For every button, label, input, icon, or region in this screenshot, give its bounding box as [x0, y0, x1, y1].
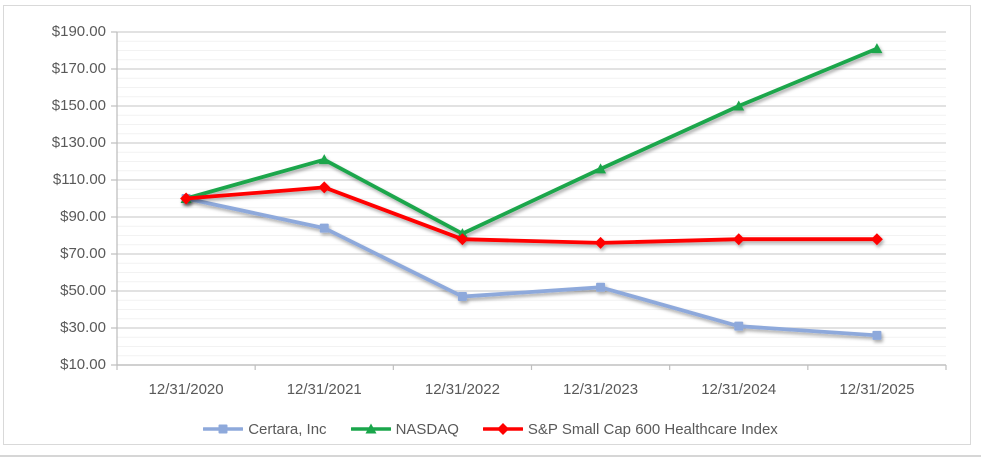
legend-label: NASDAQ [395, 420, 459, 438]
y-axis-label: $10.00 [60, 356, 106, 373]
diamond-marker-icon [594, 236, 607, 249]
x-axis-label: 12/31/2022 [424, 381, 500, 398]
window-edge-line [0, 455, 981, 457]
legend-label: S&P Small Cap 600 Healthcare Index [527, 420, 778, 438]
legend-triangle-icon [350, 423, 391, 434]
x-axis-label: 12/31/2021 [286, 381, 362, 398]
chart-legend: Certara, Inc NASDAQ S&P Small Cap 600 Heal… [0, 417, 981, 441]
legend-label: Certara, Inc [248, 420, 327, 438]
square-marker-icon [319, 223, 329, 233]
y-axis-label: $130.00 [51, 134, 106, 151]
y-axis-label: $110.00 [52, 171, 106, 188]
legend-square-icon [203, 424, 244, 434]
legend-item: Certara, Inc [203, 420, 327, 438]
y-axis-label: $170.00 [51, 60, 106, 77]
series-certara-inc [181, 194, 882, 340]
triangle-marker-icon [733, 100, 745, 111]
diamond-marker-icon [732, 233, 745, 246]
x-axis-label: 12/31/2025 [839, 381, 915, 398]
triangle-marker-icon [365, 423, 377, 434]
diamond-marker-icon [318, 181, 331, 194]
diamond-marker-icon [456, 233, 469, 246]
triangle-marker-icon [456, 228, 468, 239]
series-line [184, 196, 879, 338]
square-marker-icon [596, 282, 606, 292]
x-axis-label: 12/31/2020 [148, 381, 224, 398]
y-axis-label: $190.00 [51, 23, 106, 40]
legend-item: NASDAQ [350, 420, 459, 438]
y-axis-label: $30.00 [60, 319, 106, 336]
triangle-marker-icon [871, 43, 883, 54]
square-marker-icon [734, 321, 744, 331]
diamond-marker-icon [496, 423, 509, 435]
y-axis-label: $90.00 [60, 208, 106, 225]
x-axis-label: 12/31/2024 [701, 381, 777, 398]
square-marker-icon [218, 424, 228, 434]
y-axis-label: $70.00 [60, 245, 106, 262]
diamond-marker-icon [870, 233, 883, 246]
triangle-marker-icon [595, 163, 607, 174]
x-axis-label: 12/31/2023 [563, 381, 639, 398]
legend-diamond-icon [482, 423, 523, 435]
series-nasdaq [180, 43, 883, 239]
series-line [184, 46, 879, 236]
series-line [184, 185, 879, 245]
y-axis-label: $50.00 [60, 282, 106, 299]
series-s-p-small-cap-600-healthcare-index [180, 181, 883, 249]
square-marker-icon [872, 330, 882, 340]
diamond-marker-icon [180, 192, 193, 205]
legend-item: S&P Small Cap 600 Healthcare Index [482, 420, 778, 438]
square-marker-icon [457, 292, 467, 302]
triangle-marker-icon [318, 154, 330, 165]
y-axis-label: $150.00 [51, 97, 106, 114]
